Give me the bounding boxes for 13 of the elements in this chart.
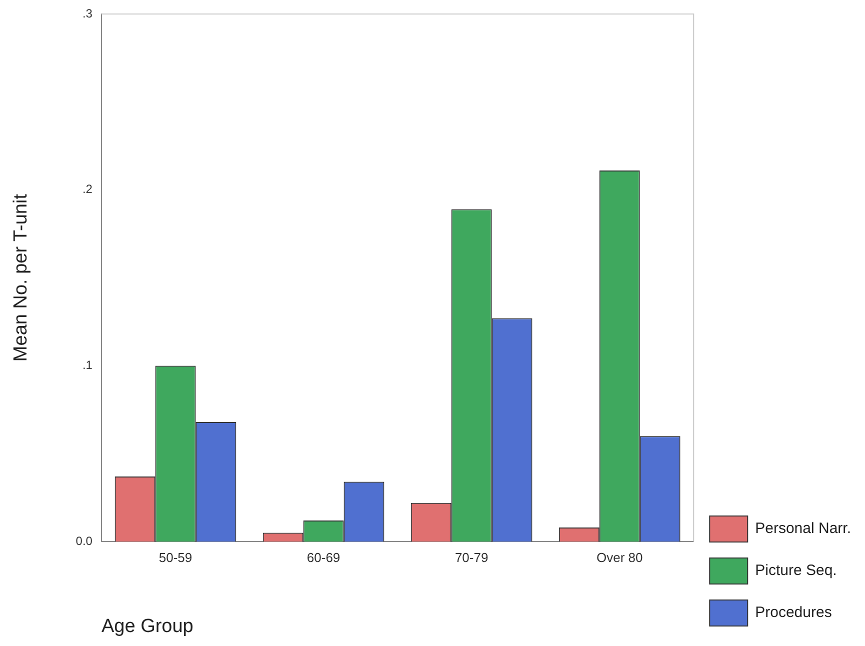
legend-label: Picture Seq. [755, 562, 837, 580]
y-tick-label: .2 [82, 182, 93, 196]
y-axis-title: Mean No. per T-unit [10, 193, 32, 362]
x-tick-label: Over 80 [596, 550, 643, 565]
x-tick-label: 50-59 [158, 550, 192, 565]
x-tick-label: 60-69 [306, 550, 340, 565]
y-tick-label: .3 [82, 6, 93, 20]
legend-label: Personal Narr. [755, 520, 851, 538]
x-tick-label: 70-79 [454, 550, 488, 565]
y-tick-label: .1 [82, 358, 93, 372]
legend-label: Procedures [755, 604, 832, 622]
x-axis-title: Age Group [101, 616, 194, 637]
y-tick-label: 0.0 [76, 534, 93, 548]
